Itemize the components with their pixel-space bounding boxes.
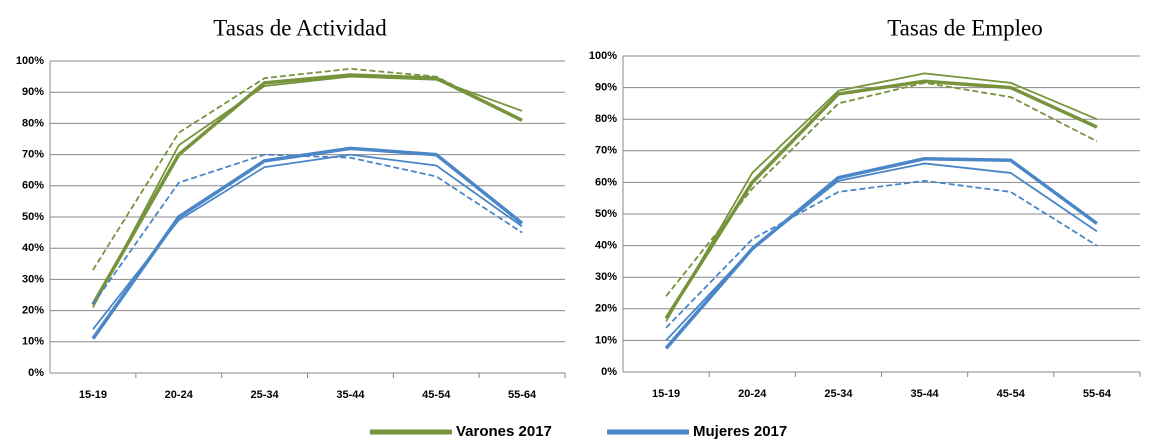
y-tick-label: 30% bbox=[595, 271, 617, 283]
x-tick-label: 45-54 bbox=[422, 389, 451, 401]
y-tick-label: 30% bbox=[22, 273, 44, 285]
y-tick-label: 50% bbox=[595, 208, 617, 220]
y-tick-label: 0% bbox=[28, 367, 44, 379]
series-line bbox=[92, 153, 523, 330]
y-tick-label: 70% bbox=[595, 145, 617, 157]
legend-label: Varones 2017 bbox=[456, 423, 552, 440]
y-tick-label: 90% bbox=[595, 82, 617, 94]
x-tick-label: 55-64 bbox=[508, 389, 537, 401]
y-tick-label: 90% bbox=[22, 86, 44, 98]
y-tick-label: 80% bbox=[22, 117, 44, 129]
x-tick-label: 25-34 bbox=[251, 389, 280, 401]
y-tick-label: 100% bbox=[16, 55, 44, 67]
x-tick-label: 35-44 bbox=[336, 389, 365, 401]
series-line bbox=[665, 72, 1098, 322]
y-tick-label: 0% bbox=[601, 366, 617, 378]
x-tick-label: 15-19 bbox=[652, 388, 680, 400]
y-tick-label: 20% bbox=[595, 303, 617, 315]
y-tick-label: 40% bbox=[595, 240, 617, 252]
y-tick-label: 70% bbox=[22, 149, 44, 161]
y-tick-label: 50% bbox=[22, 211, 44, 223]
series-line bbox=[665, 179, 1098, 329]
series-line bbox=[664, 79, 1098, 320]
legend-label: Mujeres 2017 bbox=[693, 423, 787, 440]
x-tick-label: 45-54 bbox=[997, 388, 1026, 400]
y-tick-label: 40% bbox=[22, 242, 44, 254]
y-tick-label: 80% bbox=[595, 113, 617, 125]
y-tick-label: 20% bbox=[22, 305, 44, 317]
chart-title: Tasas de Actividad bbox=[213, 15, 387, 40]
series-line bbox=[665, 81, 1098, 297]
series-line bbox=[92, 153, 523, 305]
y-tick-label: 60% bbox=[595, 176, 617, 188]
x-tick-label: 20-24 bbox=[165, 389, 194, 401]
series-line bbox=[91, 73, 523, 306]
series-line bbox=[665, 162, 1098, 342]
series-line bbox=[92, 67, 523, 271]
y-tick-label: 10% bbox=[595, 334, 617, 346]
x-tick-label: 15-19 bbox=[79, 389, 107, 401]
y-tick-label: 60% bbox=[22, 180, 44, 192]
x-tick-label: 55-64 bbox=[1083, 388, 1112, 400]
x-tick-label: 25-34 bbox=[824, 388, 853, 400]
y-tick-label: 100% bbox=[589, 50, 617, 62]
x-tick-label: 20-24 bbox=[738, 388, 767, 400]
series-line bbox=[92, 75, 523, 308]
chart-title: Tasas de Empleo bbox=[887, 15, 1043, 40]
series-line bbox=[664, 156, 1098, 350]
y-tick-label: 10% bbox=[22, 336, 44, 348]
x-tick-label: 35-44 bbox=[911, 388, 940, 400]
